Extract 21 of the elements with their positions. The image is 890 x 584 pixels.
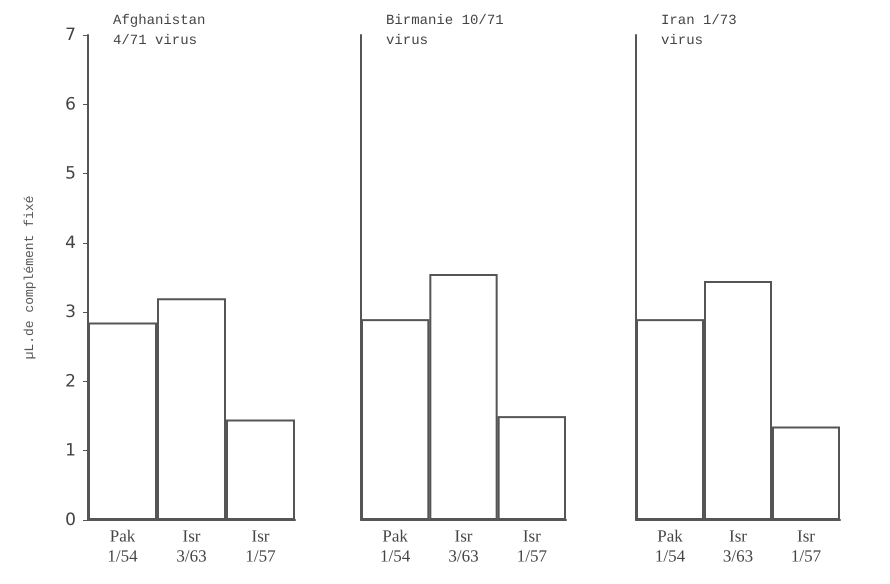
y-tick-label: 3 <box>65 302 76 322</box>
x-tick-label: Isr 1/57 <box>245 526 276 566</box>
x-tick-label: Pak 1/54 <box>380 526 411 566</box>
y-tick-label: 1 <box>65 440 76 461</box>
x-tick-label: Isr 1/57 <box>790 526 822 566</box>
x-tick-label: Isr 3/63 <box>448 526 479 566</box>
x-tick-label: Pak 1/54 <box>107 526 138 566</box>
y-tick-label: 2 <box>65 371 76 392</box>
x-tick-label: Isr 1/57 <box>516 526 548 566</box>
x-tick-label: Pak 1/54 <box>654 526 686 566</box>
y-axis-title: µL.de complément fixé <box>22 196 37 360</box>
x-tick-label: Isr 3/63 <box>722 526 754 566</box>
y-tick-label: 0 <box>65 510 76 530</box>
y-tick-label: 7 <box>65 25 76 45</box>
x-tick-label: Isr 3/63 <box>176 526 207 566</box>
y-tick-label: 4 <box>65 232 76 253</box>
chart-title: Afghanistan 4/71 virus <box>113 13 206 49</box>
chart-title: Iran 1/73 virus <box>661 13 737 49</box>
y-tick-label: 6 <box>65 94 76 114</box>
y-tick-label: 5 <box>65 164 76 184</box>
chart-title: Birmanie 10/71 virus <box>386 13 504 49</box>
